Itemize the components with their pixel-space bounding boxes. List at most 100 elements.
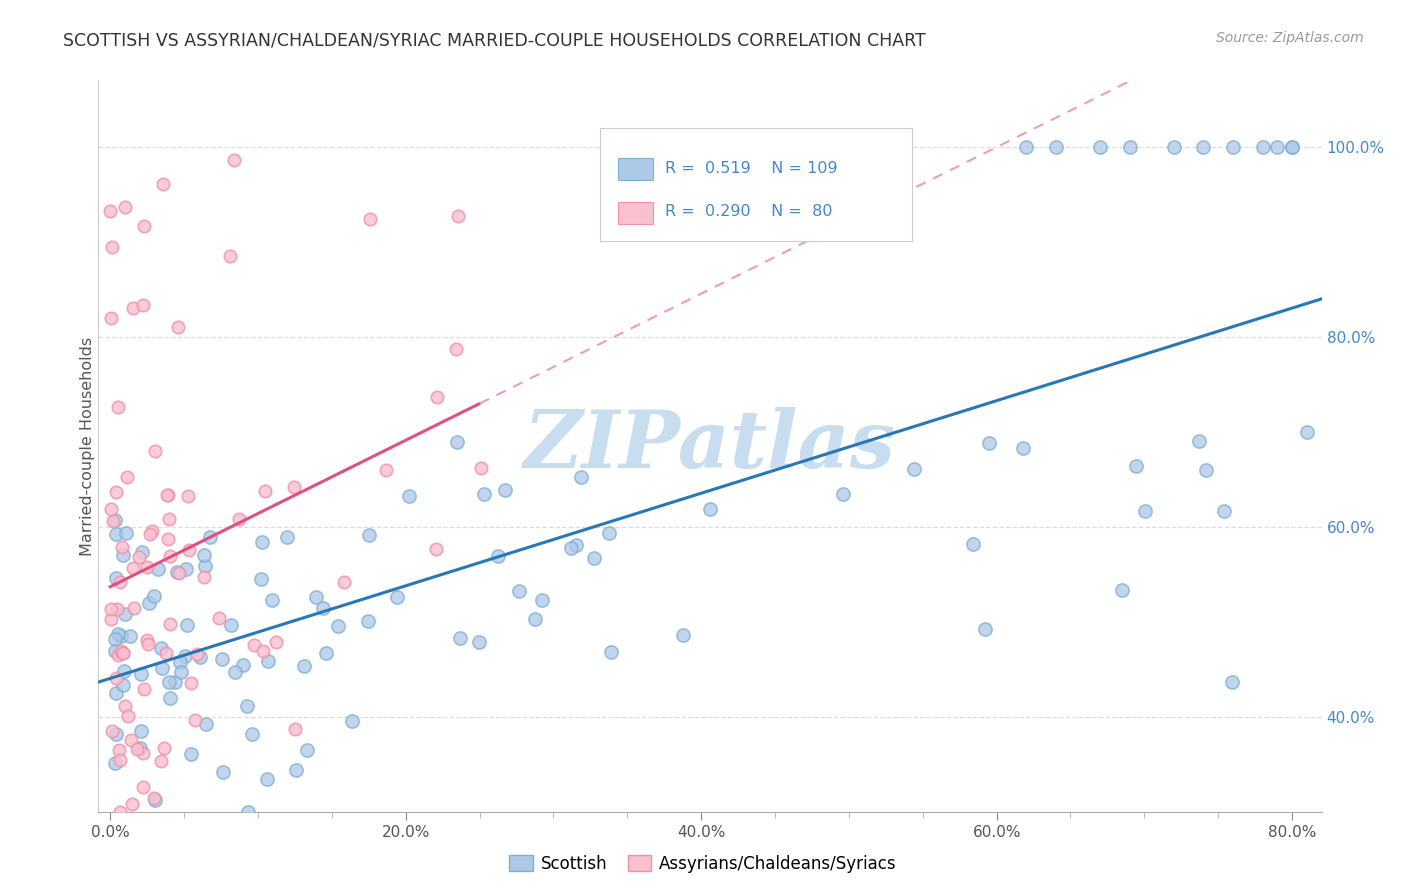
Point [1251, 140, 1274, 154]
Point [114, 607, 136, 622]
Point [973, 622, 995, 636]
Point [101, 240, 124, 254]
Point [1045, 140, 1067, 154]
Point [132, 681, 155, 696]
Point [903, 462, 925, 476]
Point [494, 483, 516, 497]
Point [312, 601, 335, 615]
Point [111, 646, 134, 660]
Point [159, 549, 181, 564]
Point [598, 525, 620, 540]
Point [1111, 582, 1133, 597]
Point [152, 741, 174, 756]
Point [236, 698, 259, 713]
Point [250, 572, 273, 586]
Point [111, 541, 134, 555]
Point [167, 319, 190, 334]
Point [1015, 140, 1038, 154]
Text: R =  0.519    N = 109: R = 0.519 N = 109 [665, 161, 838, 176]
Point [104, 632, 127, 646]
Point [222, 153, 245, 168]
Point [240, 727, 263, 741]
Point [105, 602, 128, 616]
Point [128, 740, 150, 755]
Point [425, 542, 447, 557]
Point [173, 649, 195, 664]
Point [600, 645, 623, 659]
Point [194, 717, 217, 731]
Point [254, 484, 277, 499]
Point [508, 583, 530, 598]
Point [375, 463, 398, 477]
Point [122, 301, 145, 316]
Point [1012, 441, 1035, 455]
Point [200, 530, 222, 544]
Point [285, 763, 308, 777]
Point [100, 601, 122, 615]
Point [470, 461, 492, 475]
Point [108, 742, 131, 756]
Point [114, 526, 136, 541]
Point [100, 311, 122, 326]
Point [101, 724, 124, 739]
Point [1192, 140, 1215, 154]
Point [398, 489, 420, 503]
Point [112, 664, 135, 678]
Point [111, 678, 134, 692]
Point [176, 618, 198, 632]
Point [121, 797, 143, 812]
Point [359, 212, 381, 227]
Point [446, 434, 468, 449]
Point [100, 501, 122, 516]
Point [193, 548, 215, 562]
Point [114, 699, 136, 714]
Point [184, 713, 207, 727]
Point [105, 571, 128, 585]
Point [129, 667, 152, 681]
Point [283, 480, 305, 494]
Point [165, 675, 187, 690]
Point [143, 791, 166, 805]
Text: SCOTTISH VS ASSYRIAN/CHALDEAN/SYRIAC MARRIED-COUPLE HOUSEHOLDS CORRELATION CHART: SCOTTISH VS ASSYRIAN/CHALDEAN/SYRIAC MAR… [63, 31, 927, 49]
Point [1118, 140, 1140, 154]
Point [115, 470, 138, 484]
Point [292, 659, 315, 673]
Point [169, 655, 191, 669]
Point [295, 743, 318, 757]
Legend: Scottish, Assyrians/Chaldeans/Syriacs: Scottish, Assyrians/Chaldeans/Syriacs [502, 848, 904, 880]
Point [208, 610, 231, 624]
Point [560, 541, 582, 556]
Point [180, 676, 202, 690]
Point [449, 631, 471, 645]
Point [326, 618, 349, 632]
Point [149, 754, 172, 768]
Text: R =  0.290    N =  80: R = 0.290 N = 80 [665, 204, 832, 219]
Point [342, 714, 364, 728]
Point [157, 532, 180, 546]
Point [228, 512, 250, 526]
Point [152, 177, 174, 191]
Point [157, 674, 180, 689]
Point [132, 780, 155, 794]
Point [100, 612, 122, 626]
Point [101, 514, 124, 528]
Point [1088, 140, 1111, 154]
Point [131, 545, 153, 559]
Point [276, 530, 298, 544]
Point [315, 646, 337, 660]
Point [152, 661, 174, 675]
Point [117, 708, 139, 723]
Point [260, 593, 283, 607]
Point [143, 793, 166, 807]
Point [252, 644, 274, 658]
Point [135, 560, 157, 574]
Point [333, 574, 356, 589]
Point [1194, 462, 1216, 476]
Point [136, 637, 159, 651]
Point [672, 628, 695, 642]
Point [138, 596, 160, 610]
Point [180, 747, 202, 762]
Point [176, 489, 198, 503]
Point [387, 590, 409, 604]
Point [211, 765, 233, 780]
